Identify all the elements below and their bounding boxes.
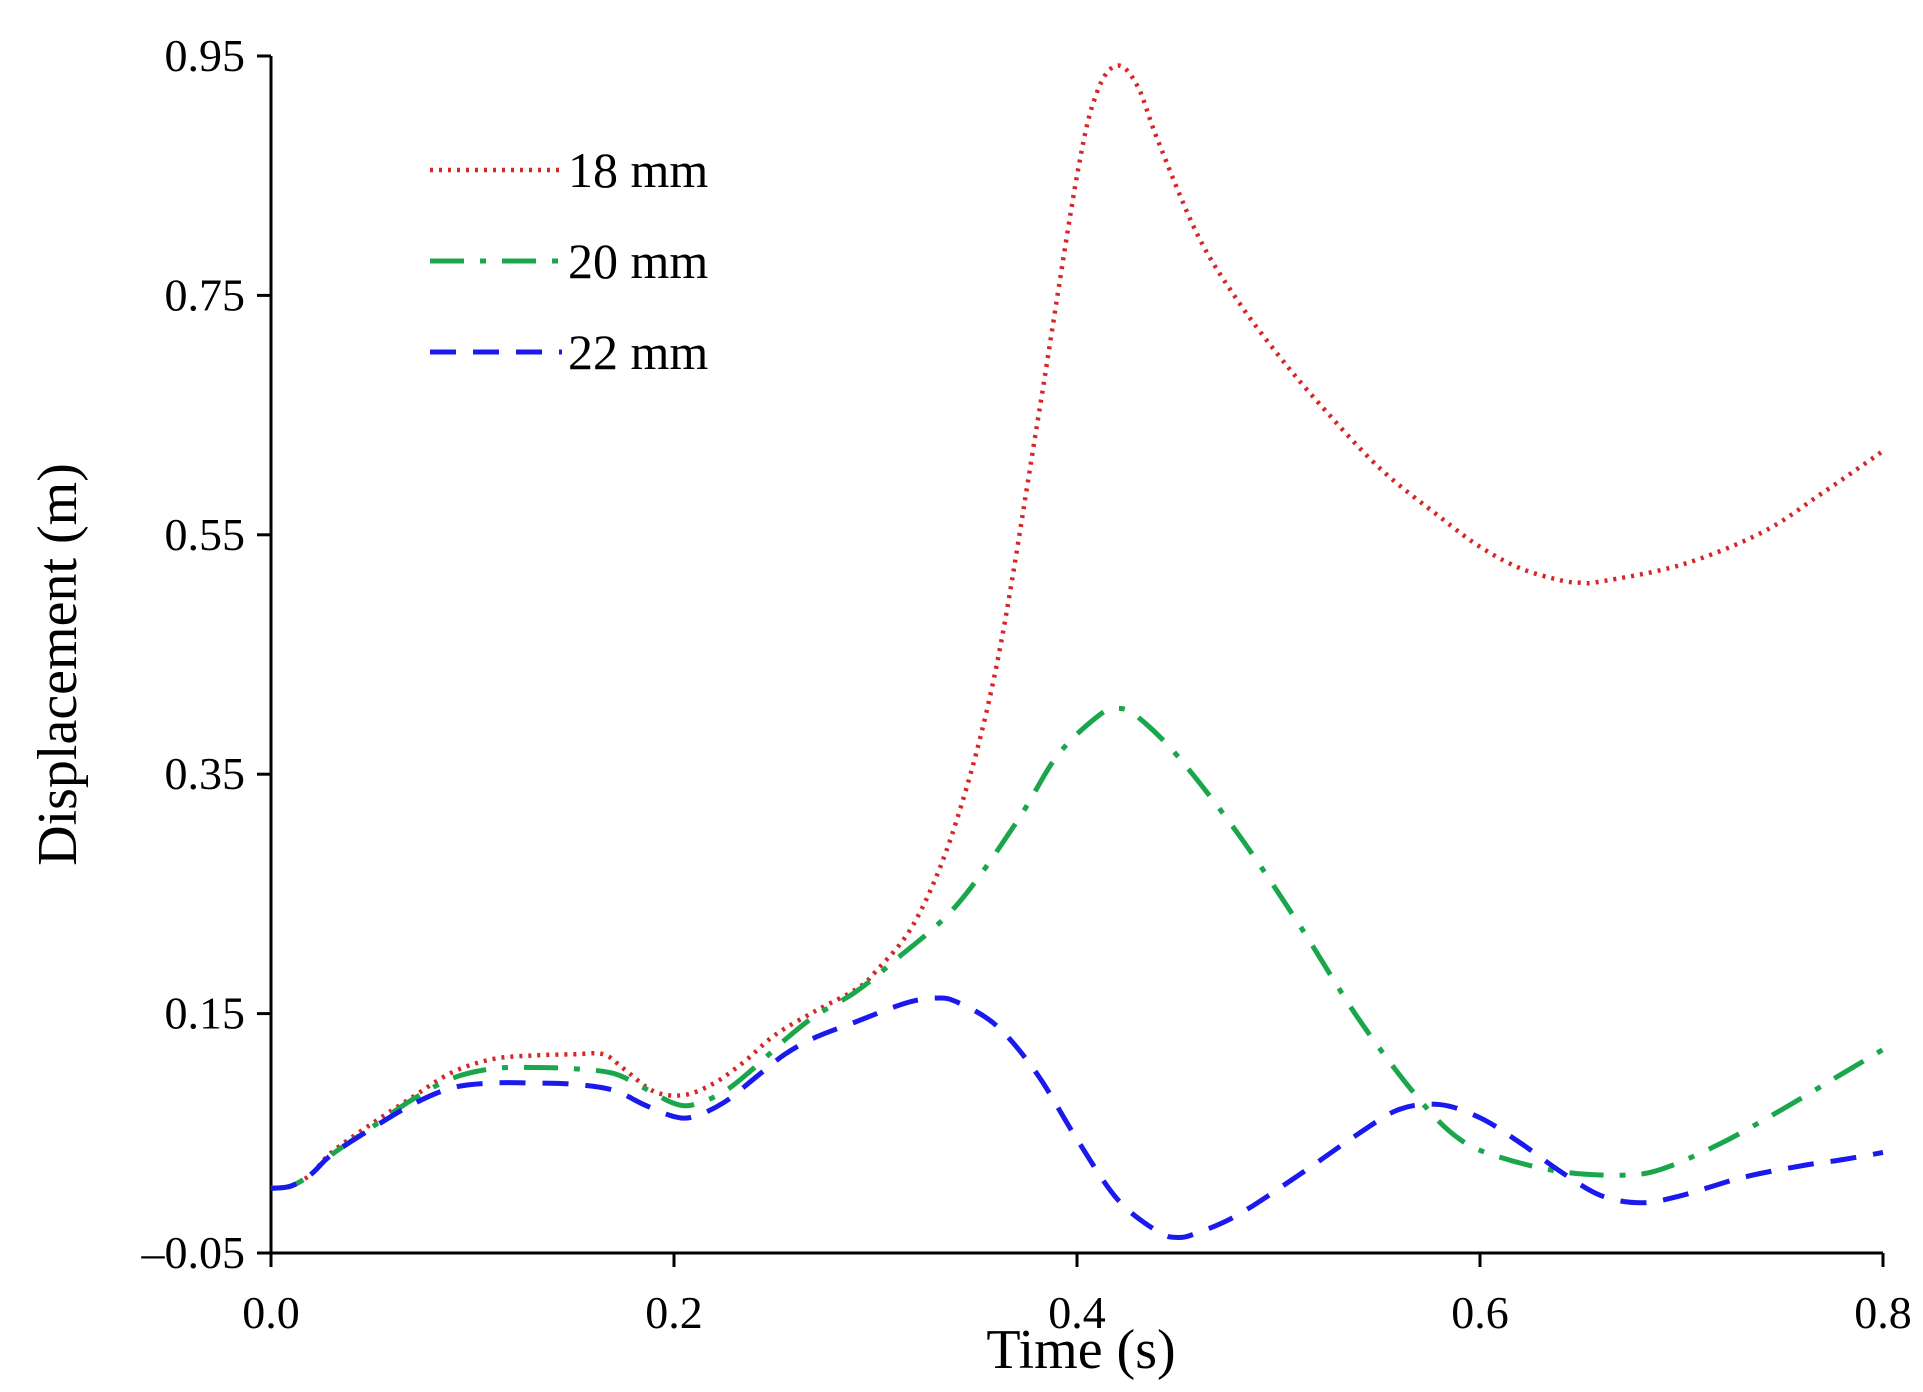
- y-tick-label: –0.05: [141, 1227, 246, 1278]
- legend-label-20-mm: 20 mm: [568, 233, 708, 289]
- y-tick-label: 0.35: [165, 748, 246, 799]
- x-tick-label: 0.2: [645, 1287, 703, 1338]
- series-line-20-mm: [270, 705, 1885, 1191]
- series-line-18-mm: [270, 63, 1885, 1191]
- ticks: –0.05 0.15 0.35 0.55 0.75 0.95 0.0 0.2 0.4 0.6 0.8: [141, 30, 1912, 1338]
- axes: [269, 56, 1883, 1255]
- x-tick-label: 0.8: [1854, 1287, 1912, 1338]
- x-tick-label: 0.6: [1451, 1287, 1509, 1338]
- x-tick-label: 0.4: [1048, 1287, 1106, 1338]
- x-tick-label: 0.0: [242, 1287, 300, 1338]
- legend-label-22-mm: 22 mm: [568, 324, 708, 380]
- y-tick-label: 0.15: [165, 988, 246, 1039]
- x-axis-title: Time (s): [986, 1319, 1175, 1381]
- legend: 18 mm 20 mm 22 mm: [430, 142, 708, 380]
- y-tick-label: 0.75: [165, 269, 246, 320]
- legend-label-18-mm: 18 mm: [568, 142, 708, 198]
- series-line-22-mm: [270, 995, 1884, 1240]
- y-tick-label: 0.55: [165, 509, 246, 560]
- y-axis-title: Displacement (m): [27, 463, 89, 866]
- y-tick-label: 0.95: [165, 30, 246, 81]
- series-lines: [270, 63, 1885, 1240]
